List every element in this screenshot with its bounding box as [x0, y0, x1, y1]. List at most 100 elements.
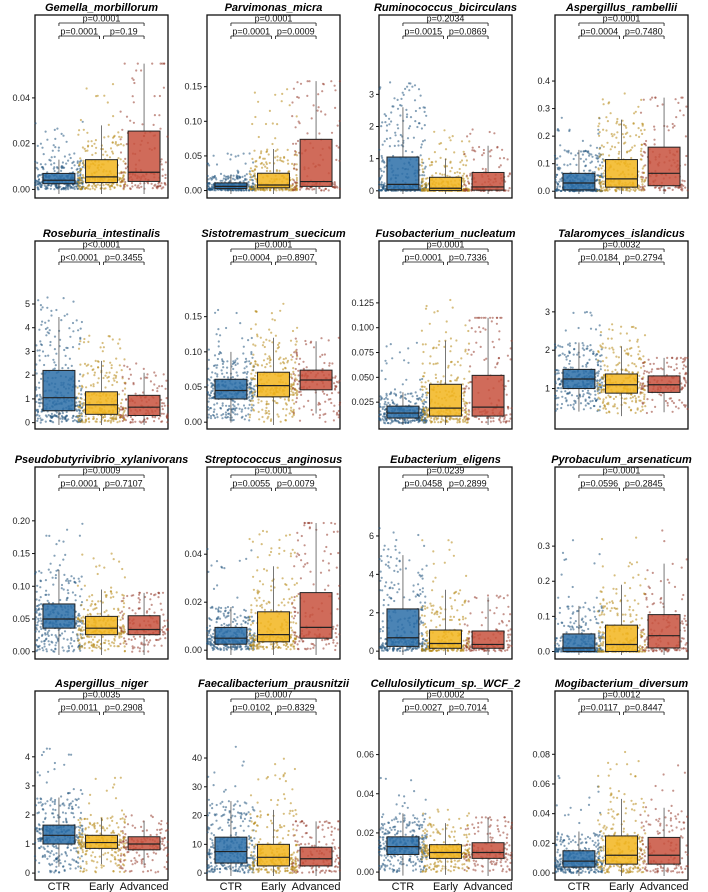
data-point [601, 164, 604, 168]
data-point [423, 110, 426, 113]
data-point [244, 407, 247, 410]
data-point [218, 351, 222, 354]
data-point [298, 363, 301, 366]
data-point [284, 419, 287, 422]
data-point [153, 420, 156, 423]
data-point [295, 397, 298, 400]
data-point [260, 150, 263, 153]
data-point [420, 161, 424, 164]
data-point [224, 175, 227, 178]
data-point [67, 159, 70, 162]
data-point [334, 106, 337, 109]
data-point [99, 184, 102, 187]
data-point [653, 138, 656, 141]
data-point [308, 80, 311, 83]
data-point [329, 398, 332, 401]
data-point [91, 187, 94, 190]
data-point [330, 392, 334, 395]
data-point [162, 86, 165, 89]
data-point [681, 179, 684, 182]
data-point [641, 132, 644, 135]
box-ctr [42, 172, 76, 185]
data-point [379, 395, 382, 398]
data-point [292, 372, 295, 375]
data-point [123, 393, 126, 396]
data-point [77, 419, 80, 423]
data-point [254, 362, 257, 366]
data-point [221, 417, 224, 420]
data-point [122, 174, 125, 177]
data-point [36, 144, 39, 147]
data-point [166, 135, 169, 138]
data-point [251, 179, 254, 182]
data-point [425, 304, 428, 308]
data-point [64, 188, 67, 191]
data-point [644, 179, 647, 182]
data-point [262, 341, 265, 344]
data-point [259, 336, 262, 339]
data-point [284, 414, 288, 417]
data-point [291, 162, 294, 165]
data-point [71, 161, 74, 165]
data-point [247, 396, 250, 399]
data-point [209, 391, 213, 395]
data-point [83, 403, 86, 406]
data-point [481, 154, 484, 157]
data-point [481, 167, 484, 170]
data-point [213, 175, 216, 178]
data-point [660, 186, 663, 189]
data-point [52, 167, 55, 170]
data-point [553, 154, 557, 157]
data-point [641, 183, 644, 186]
data-point [90, 140, 93, 143]
data-point [265, 403, 268, 406]
data-point [456, 360, 459, 363]
data-point [252, 187, 255, 190]
data-point [85, 386, 88, 389]
data-point [80, 182, 83, 185]
data-point [416, 394, 419, 397]
data-point [226, 366, 229, 369]
data-point [248, 403, 251, 406]
data-point [243, 367, 246, 370]
data-point [556, 166, 559, 169]
data-point [419, 378, 422, 381]
data-point [146, 417, 149, 420]
data-point [80, 397, 83, 400]
early-vs-advanced-pvalue: p=0.7480 [625, 27, 663, 37]
data-point [407, 361, 410, 364]
data-point [208, 394, 211, 397]
data-point [253, 174, 256, 177]
data-point [206, 390, 209, 394]
data-point [39, 163, 43, 166]
data-point [338, 401, 342, 404]
y-tick-label: 0.0 [537, 186, 550, 196]
data-point [397, 127, 400, 130]
data-point [113, 134, 116, 137]
data-point [79, 363, 82, 366]
data-point [653, 143, 656, 146]
data-point [261, 415, 264, 419]
data-point [92, 383, 95, 386]
data-point [318, 416, 321, 419]
data-point [606, 141, 609, 144]
data-point [624, 132, 627, 135]
data-point [36, 410, 40, 413]
data-point [333, 181, 336, 184]
data-point [621, 133, 624, 136]
data-point [406, 113, 409, 116]
data-point [40, 185, 43, 189]
data-point [166, 415, 169, 418]
data-point [413, 99, 417, 102]
data-point [53, 128, 56, 131]
data-point [425, 114, 428, 117]
data-point [75, 182, 78, 185]
data-point [212, 154, 215, 157]
data-point [291, 115, 294, 118]
data-point [334, 376, 337, 379]
data-point [302, 360, 305, 363]
data-point [56, 167, 59, 170]
data-point [463, 152, 466, 156]
data-point [396, 123, 399, 126]
data-point [124, 180, 127, 184]
